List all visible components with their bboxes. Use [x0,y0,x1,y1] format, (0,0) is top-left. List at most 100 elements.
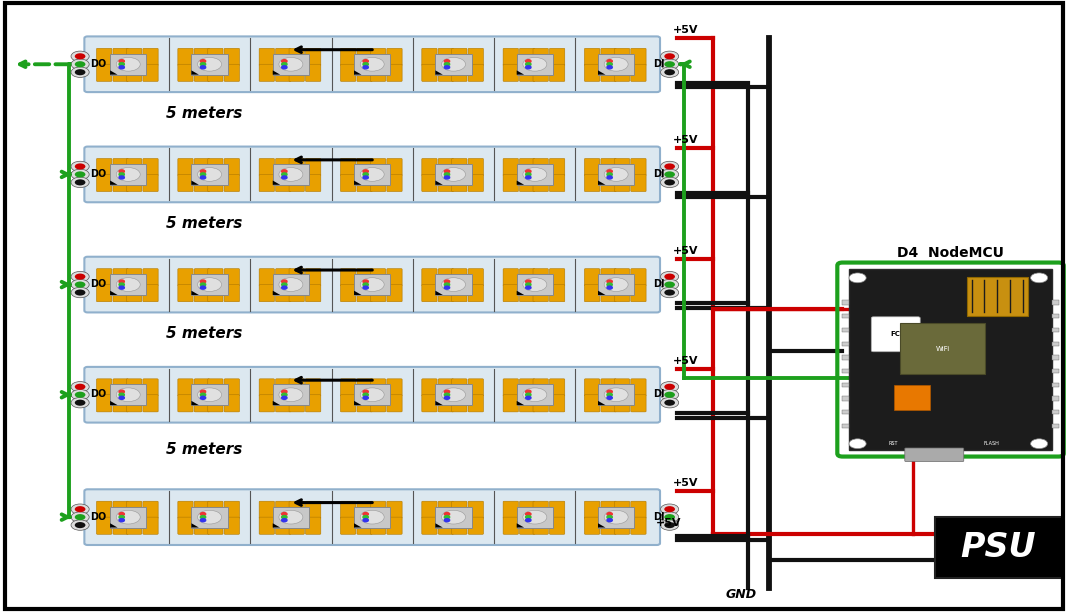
FancyBboxPatch shape [601,64,616,81]
FancyBboxPatch shape [533,285,548,302]
Text: RST: RST [889,441,898,446]
FancyBboxPatch shape [584,517,600,534]
Circle shape [116,168,140,181]
FancyBboxPatch shape [422,64,437,81]
Bar [1052,382,1059,387]
Polygon shape [598,401,606,405]
Circle shape [70,177,90,187]
FancyBboxPatch shape [143,269,158,286]
Polygon shape [517,401,524,405]
Circle shape [201,394,206,397]
Circle shape [444,170,450,173]
Polygon shape [110,70,117,75]
FancyBboxPatch shape [601,395,616,412]
FancyBboxPatch shape [341,501,356,518]
FancyBboxPatch shape [468,517,484,534]
Circle shape [75,506,85,512]
Circle shape [441,388,466,401]
Text: 5 meters: 5 meters [166,326,242,341]
FancyBboxPatch shape [519,64,535,81]
Text: DO: DO [90,169,106,179]
Circle shape [441,278,466,291]
Bar [842,314,849,318]
Circle shape [282,63,287,65]
FancyBboxPatch shape [276,159,290,176]
FancyBboxPatch shape [289,269,304,286]
Circle shape [363,283,368,286]
Circle shape [607,170,612,173]
Circle shape [660,271,679,282]
Bar [598,164,634,185]
Bar [598,274,634,295]
FancyBboxPatch shape [371,159,386,176]
Circle shape [660,177,679,187]
FancyBboxPatch shape [341,269,356,286]
FancyBboxPatch shape [178,379,193,396]
Circle shape [660,288,679,297]
Polygon shape [272,523,280,528]
Bar [842,397,849,401]
FancyBboxPatch shape [549,269,565,286]
FancyBboxPatch shape [614,269,630,286]
FancyBboxPatch shape [438,159,454,176]
FancyBboxPatch shape [178,269,193,286]
Bar [842,341,849,346]
Circle shape [664,506,675,512]
Polygon shape [517,181,524,185]
Circle shape [523,510,547,524]
Text: FC: FC [891,331,900,337]
FancyBboxPatch shape [178,517,193,534]
Circle shape [360,58,384,71]
FancyBboxPatch shape [113,501,128,518]
Circle shape [444,283,450,286]
Circle shape [604,388,628,401]
Circle shape [444,280,450,283]
Circle shape [607,286,612,289]
Circle shape [363,286,368,289]
FancyBboxPatch shape [276,379,290,396]
Circle shape [119,397,124,400]
FancyBboxPatch shape [260,501,274,518]
Polygon shape [110,181,117,185]
Circle shape [660,398,679,408]
FancyBboxPatch shape [549,501,565,518]
Circle shape [119,513,124,515]
FancyBboxPatch shape [208,379,223,396]
Polygon shape [598,291,606,295]
Bar [436,164,472,185]
Circle shape [75,53,85,59]
FancyBboxPatch shape [96,64,112,81]
Circle shape [604,168,628,181]
Circle shape [607,176,612,179]
Circle shape [664,61,675,67]
Circle shape [363,519,368,521]
Text: DI: DI [653,59,664,69]
Circle shape [523,168,547,181]
Text: DI: DI [653,389,664,399]
FancyBboxPatch shape [224,174,239,192]
FancyBboxPatch shape [113,174,128,192]
Circle shape [119,515,124,519]
Circle shape [664,69,675,75]
FancyBboxPatch shape [371,395,386,412]
Circle shape [119,394,124,397]
Circle shape [664,289,675,296]
Polygon shape [191,181,199,185]
Circle shape [664,384,675,390]
FancyBboxPatch shape [438,517,454,534]
Polygon shape [517,70,524,75]
FancyBboxPatch shape [438,285,454,302]
FancyBboxPatch shape [96,48,112,65]
Bar [110,164,146,185]
Circle shape [604,278,628,291]
Circle shape [604,510,628,524]
FancyBboxPatch shape [438,48,454,65]
FancyBboxPatch shape [503,517,518,534]
FancyBboxPatch shape [584,269,600,286]
FancyBboxPatch shape [126,517,142,534]
Circle shape [279,168,303,181]
FancyBboxPatch shape [178,501,193,518]
Bar [272,274,309,295]
FancyBboxPatch shape [357,501,373,518]
Circle shape [525,173,531,176]
